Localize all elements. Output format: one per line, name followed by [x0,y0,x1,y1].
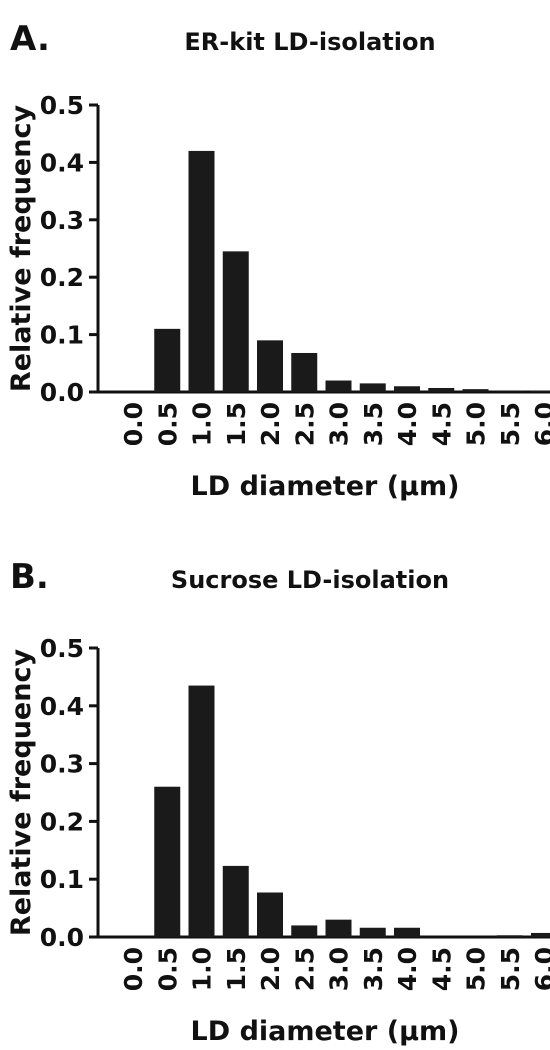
bar-1.5 [222,865,249,937]
x-tick-label: 1.5 [222,402,251,446]
bar-5.5 [496,935,523,937]
bar-6.0 [531,932,550,937]
x-tick-label: 5.5 [496,947,525,991]
x-tick-label: 4.0 [393,402,422,446]
y-tick-label: 0.5 [40,634,84,663]
x-tick-label: 0.0 [119,402,148,446]
bar-3.0 [325,380,352,392]
x-tick-label: 5.0 [462,947,491,991]
bar-1.5 [222,251,249,392]
y-tick-label: 0.4 [40,692,84,721]
panel-label: A. [10,19,50,59]
x-tick-label: 2.0 [256,402,285,446]
y-tick-label: 0.4 [40,148,84,177]
bar-2.0 [257,892,283,937]
bar-5.0 [462,389,489,392]
chart-panel-a: A. ER-kit LD-isolation0.00.10.20.30.40.5R… [6,19,550,502]
y-tick-label: 0.1 [40,321,84,350]
x-tick-label: 2.0 [256,947,285,991]
y-tick-label: 0.0 [40,378,84,407]
x-axis-label: LD diameter (µm) [191,471,460,502]
y-tick-label: 0.3 [40,206,84,235]
panel-label: B. [10,557,49,597]
y-tick-label: 0.1 [40,865,84,894]
bar-3.0 [325,919,352,937]
chart-title: Sucrose LD-isolation [171,566,449,594]
bar-0.5 [154,328,181,392]
bar-1.0 [188,150,215,392]
x-tick-label: 3.5 [359,402,388,446]
bar-6.0 [531,390,550,392]
bar-4.0 [394,386,420,392]
bar-2.5 [291,352,318,392]
y-axis-label: Relative frequency [6,649,37,937]
x-tick-label: 3.0 [325,947,354,991]
x-tick-label: 5.5 [496,402,525,446]
y-tick-label: 0.2 [40,807,84,836]
x-tick-label: 3.0 [325,402,354,446]
x-tick-label: 5.0 [462,402,491,446]
x-tick-label: 0.5 [153,402,182,446]
bar-3.5 [359,927,386,937]
y-tick-label: 0.5 [40,91,84,120]
bar-4.5 [428,387,455,392]
y-tick-label: 0.2 [40,263,84,292]
bar-4.0 [394,927,420,937]
x-tick-label: 1.0 [188,402,217,446]
chart-panel-b: B. Sucrose LD-isolation 0.0 0.1 0.2 0.3 0.4 0.5… [6,557,550,1047]
y-tick-label: 0.0 [40,923,84,952]
x-tick-label: 6.0 [530,402,550,446]
bar-1.0 [188,685,215,937]
y-axis-label: Relative frequency [6,105,37,393]
y-tick-label: 0.3 [40,750,84,779]
bar-2.5 [291,925,318,937]
x-axis-label: LD diameter (µm) [191,1016,460,1047]
x-tick-label: 0.5 [153,947,182,991]
x-tick-label: 4.5 [427,947,456,991]
x-tick-label: 6.0 [530,947,550,991]
x-tick-label: 1.0 [188,947,217,991]
x-tick-label: 4.5 [427,402,456,446]
bar-0.5 [154,786,181,937]
bar-5.5 [496,391,523,392]
x-tick-label: 3.5 [359,947,388,991]
x-tick-label: 2.5 [290,402,319,446]
x-tick-label: 0.0 [119,947,148,991]
bar-3.5 [359,383,386,392]
x-tick-label: 2.5 [290,947,319,991]
chart-title: ER-kit LD-isolation [184,28,435,56]
x-tick-label: 1.5 [222,947,251,991]
bar-2.0 [257,340,283,392]
x-tick-label: 4.0 [393,947,422,991]
